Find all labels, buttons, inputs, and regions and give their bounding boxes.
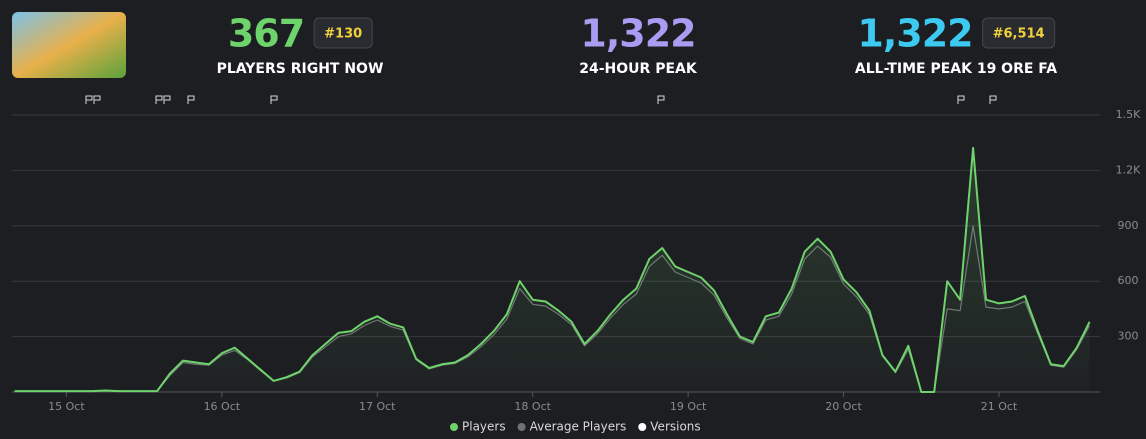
rank-badge <box>982 17 1056 49</box>
stat-label: PLAYERS RIGHT NOW <box>217 61 384 77</box>
x-tick-label: 18 Oct <box>514 400 551 413</box>
y-tick-label: 300 <box>1118 330 1139 343</box>
legend-swatch <box>450 423 458 431</box>
x-tick-label: 20 Oct <box>825 400 862 413</box>
x-tick-label: 16 Oct <box>204 400 241 413</box>
y-tick-label: 900 <box>1118 219 1139 232</box>
y-tick-label: 600 <box>1118 274 1139 287</box>
stat-value: 1,322 <box>857 12 972 56</box>
legend-swatch <box>517 423 526 431</box>
stat-rank: #130 <box>324 27 362 42</box>
rank-badge <box>313 17 373 49</box>
legend-label: Versions <box>650 420 700 434</box>
players-line <box>14 146 1091 393</box>
x-tick-label: 15 Oct <box>48 400 85 413</box>
players-area <box>14 147 1090 392</box>
legend-swatch <box>638 423 647 431</box>
x-tick-label: 21 Oct <box>981 400 1018 413</box>
x-tick-label: 17 Oct <box>359 400 396 413</box>
version-flags <box>85 95 997 104</box>
legend-label: Players <box>462 420 506 434</box>
stat-value: 1,322 <box>580 12 695 56</box>
legend-label: Average Players <box>530 420 627 434</box>
x-tick-label: 19 Oct <box>670 400 707 413</box>
game-thumbnail <box>12 12 126 78</box>
stat-label: ALL-TIME PEAK 19 ORE FA <box>855 61 1057 77</box>
y-tick-label: 1.2K <box>1116 163 1141 176</box>
y-tick-label: 1.5K <box>1116 108 1141 121</box>
stat-value: 367 <box>228 12 304 56</box>
stat-rank: #6,514 <box>993 27 1045 42</box>
stat-label: 24-HOUR PEAK <box>579 61 698 77</box>
